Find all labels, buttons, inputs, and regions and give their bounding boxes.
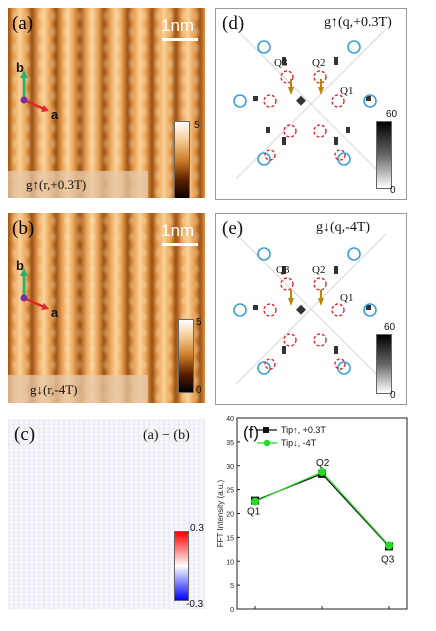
panel-label-d: (d) — [222, 13, 245, 34]
y-tick-label: 25 — [226, 488, 234, 495]
category-label: Q3 — [381, 554, 395, 565]
q3-label-e: Q3 — [276, 264, 290, 276]
scale-bar-label: 1nm — [161, 221, 195, 240]
panel-label-b: (b) — [12, 218, 35, 239]
data-point-circle — [385, 541, 393, 550]
y-tick-label: 40 — [226, 416, 234, 423]
lattice-axes-a — [20, 70, 49, 112]
colorbar-max-a: 5 — [194, 120, 200, 131]
q2-label-d: Q2 — [312, 57, 326, 69]
panel-label-c: (c) — [14, 424, 36, 445]
y-tick-label: 5 — [230, 583, 234, 590]
map-label-a: g↑(r,+0.3T) — [26, 177, 87, 192]
map-label-box-b — [8, 375, 148, 403]
colorbar-max-d: 60 — [386, 109, 398, 120]
category-label: Q1 — [247, 507, 261, 518]
fft-pattern-d — [233, 28, 387, 180]
y-tick-label: 20 — [226, 512, 234, 519]
plot-frame — [236, 417, 408, 610]
fft-map-d: (d) g↑(q,+0.3T) Q3 Q2 Q1 60 0 — [215, 8, 407, 200]
fft-map-e: (e) g↓(q,-4T) Q3 Q2 Q1 60 0 — [215, 213, 407, 405]
y-tick-label: 30 — [226, 464, 234, 471]
legend-label: Tip↑, +0.3T — [281, 425, 326, 435]
colorbar-min-b: 0 — [196, 385, 202, 396]
map-label-box-a — [8, 171, 148, 198]
colorbar-max-e: 60 — [384, 322, 396, 333]
colorbar-max-b: 5 — [196, 317, 202, 328]
stm-topograph-b: (b) 1nm b a g↓(r,-4T) 5 0 — [8, 213, 205, 403]
colorbar-e — [376, 334, 392, 394]
lattice-b-label: b — [16, 258, 24, 273]
y-tick-label: 15 — [226, 535, 234, 542]
difference-formula: (a) − (b) — [143, 428, 190, 443]
legend-marker — [263, 427, 269, 433]
data-point-circle — [318, 467, 326, 476]
fft-pattern-e — [233, 233, 387, 385]
lattice-a-label: a — [51, 305, 59, 320]
y-tick-label: 10 — [226, 559, 234, 566]
q1-label-d: Q1 — [340, 85, 354, 97]
map-label-b: g↓(r,-4T) — [30, 382, 78, 397]
scale-bar-label: 1nm — [161, 16, 195, 35]
q1-label-e: Q1 — [340, 292, 354, 304]
legend-marker — [263, 439, 271, 447]
colorbar-a — [174, 121, 190, 198]
q3-label-d: Q3 — [274, 57, 288, 69]
panel-label-e: (e) — [222, 218, 244, 239]
colorbar-max-c: 0.3 — [190, 523, 204, 534]
y-axis-label: FFT Intensity (a.u.) — [216, 479, 225, 547]
difference-map-c: (c) (a) − (b) 0.3 -0.3 — [8, 419, 205, 610]
stm-topograph-a: (a) 1nm b a g↑(r,+0.3T) 5 0 — [8, 8, 205, 198]
q2-label-e: Q2 — [312, 264, 326, 276]
scale-bar — [162, 243, 198, 246]
colorbar-c — [174, 531, 189, 601]
colorbar-min-d: 0 — [390, 185, 396, 196]
colorbar-min-e: 0 — [390, 390, 396, 401]
legend-label: Tip↓, -4T — [281, 438, 317, 448]
series-line — [254, 471, 390, 546]
lattice-axes-b — [20, 268, 49, 310]
colorbar-b — [178, 319, 194, 393]
series-line — [254, 473, 390, 547]
colorbar-d — [376, 121, 392, 189]
y-tick-label: 0 — [230, 607, 234, 614]
lattice-a-label: a — [51, 107, 59, 122]
scale-bar — [162, 38, 198, 41]
data-point-circle — [251, 497, 259, 506]
fft-title-e: g↓(q,-4T) — [316, 220, 371, 235]
panel-label-f: (f) — [243, 423, 259, 442]
y-tick-label: 35 — [226, 440, 234, 447]
category-label: Q2 — [316, 458, 330, 469]
lattice-b-label: b — [16, 60, 24, 75]
fft-intensity-chart: 0 5 10 15 20 25 30 35 40 FFT Intensity (a.u.) Q1 Q2… — [216, 416, 408, 614]
fft-title-d: g↑(q,+0.3T) — [324, 15, 392, 30]
colorbar-min-c: -0.3 — [186, 599, 204, 610]
panel-label-a: (a) — [12, 13, 34, 34]
